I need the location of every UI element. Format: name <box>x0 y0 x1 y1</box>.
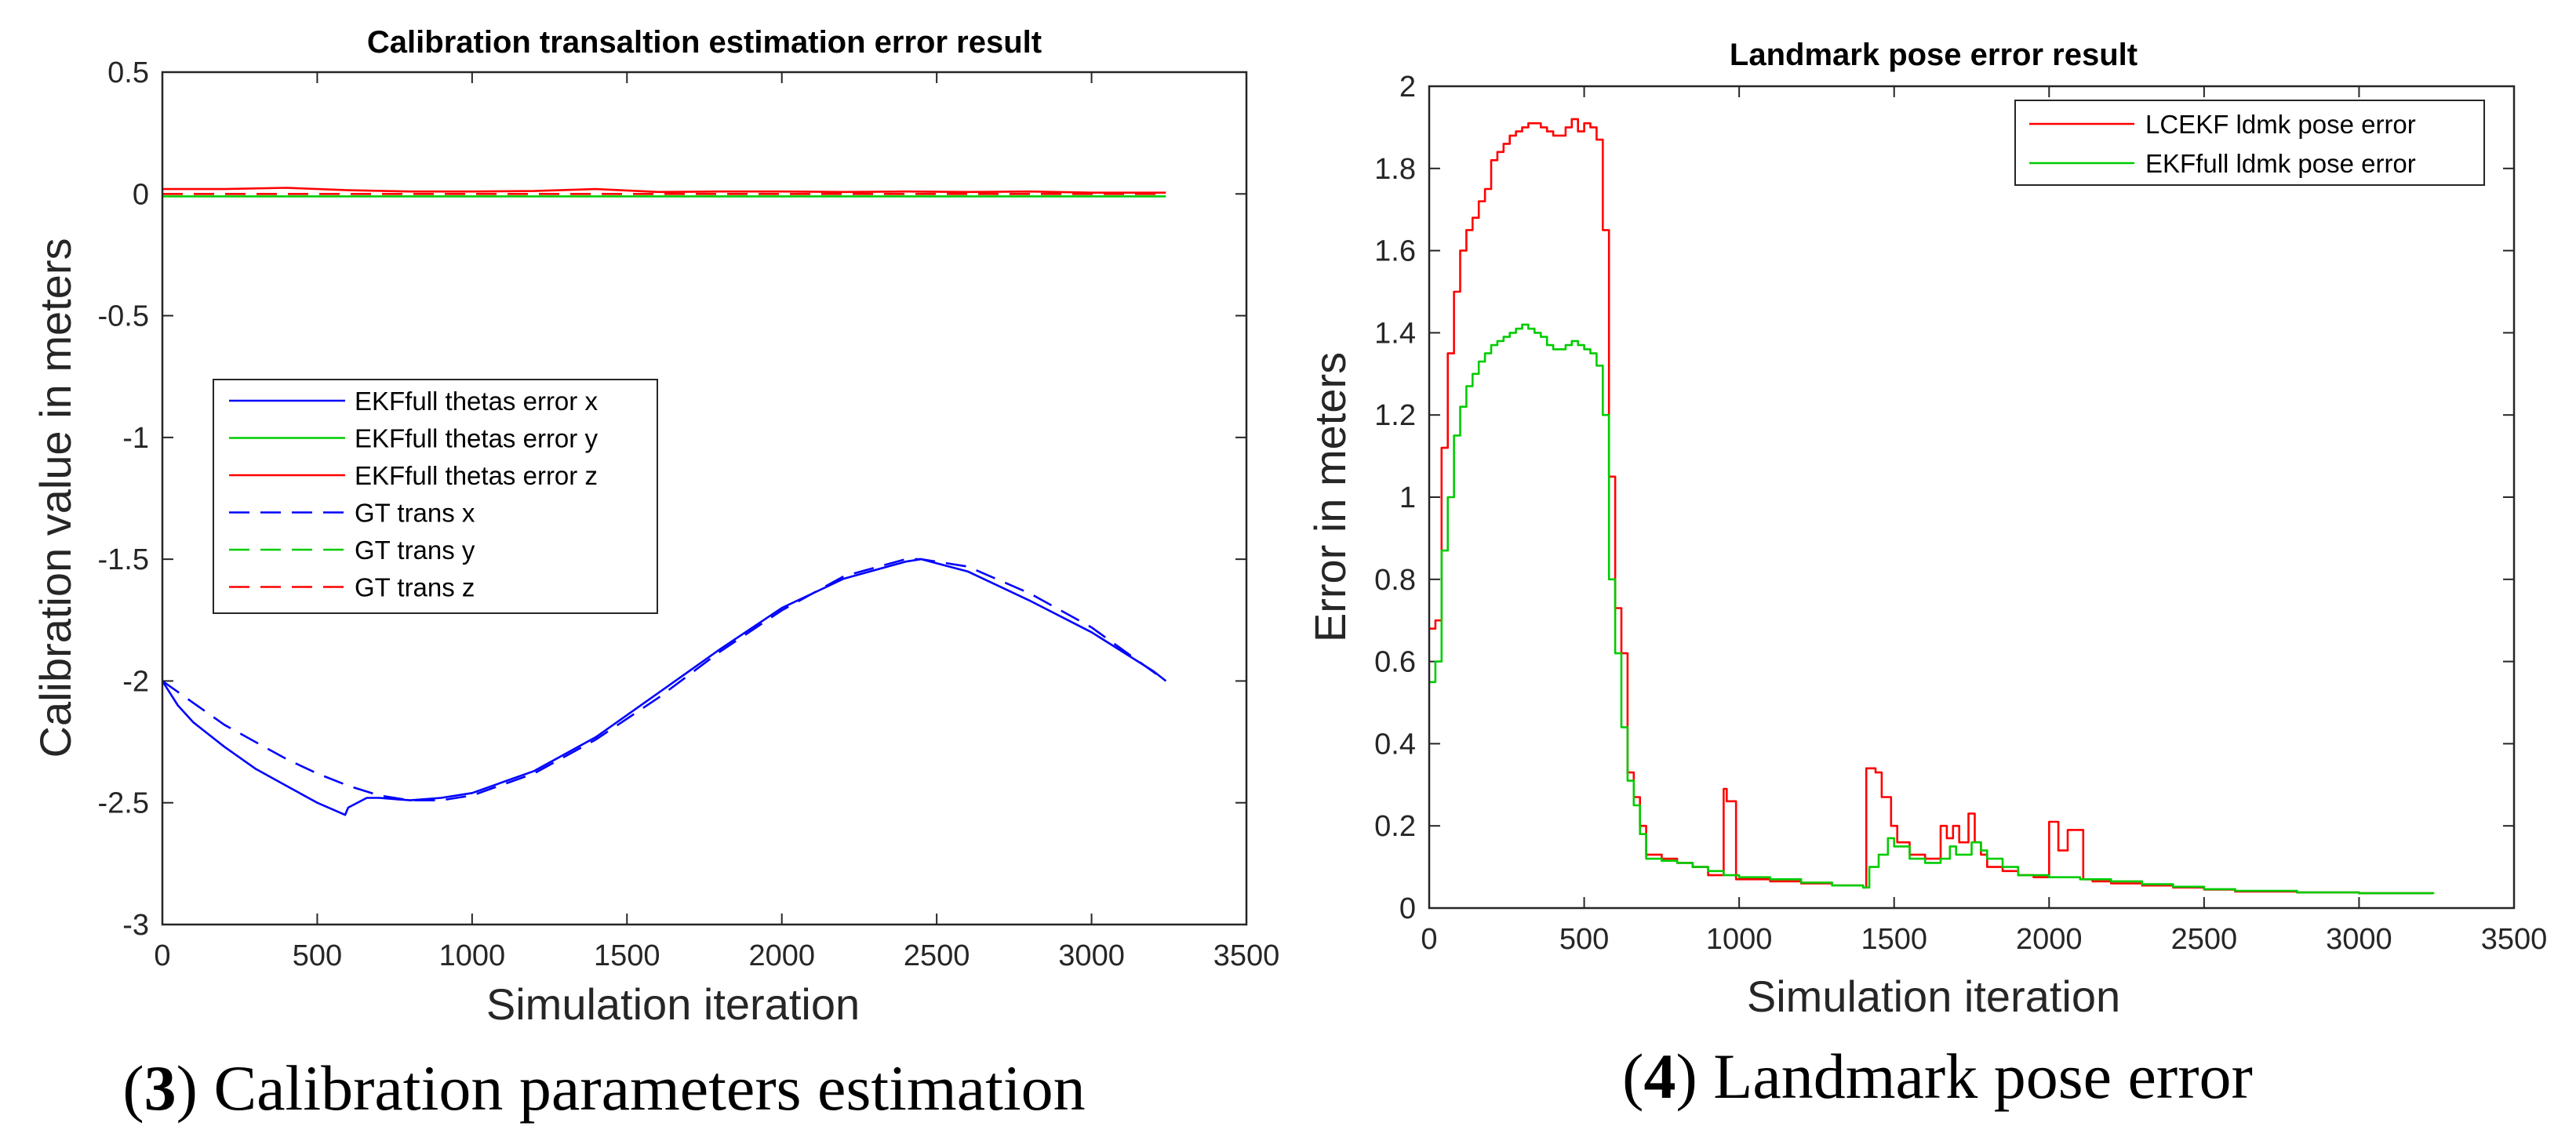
legend-entry: GT trans z <box>355 573 475 602</box>
legend-entry: EKFfull thetas error z <box>355 461 598 490</box>
y-tick-label: 0.8 <box>1374 564 1416 597</box>
y-tick-label: 0.2 <box>1374 810 1416 843</box>
chart-landmark-pose-error: Landmark pose error result 0 500 1000 1500 2… <box>1305 38 2547 1112</box>
y-tick-label: 1.6 <box>1374 235 1416 268</box>
y-tick-label: 1.4 <box>1374 317 1416 350</box>
x-tick-label: 1000 <box>1706 923 1773 956</box>
x-tick-label: 2500 <box>2171 923 2238 956</box>
axes-box-right <box>1428 85 2516 910</box>
series-group-right <box>1429 118 2435 895</box>
legend-entry: EKFfull thetas error y <box>355 424 598 453</box>
legend-entry: EKFfull thetas error x <box>355 387 598 416</box>
x-axis-label-right: Simulation iteration <box>1747 972 2120 1021</box>
axes-box-left <box>161 71 1248 926</box>
x-tick-label: 0 <box>154 939 170 972</box>
x-tick-label: 0 <box>1421 923 1437 956</box>
series-line-ekffull-thetas-error-z <box>162 187 1166 194</box>
legend-box <box>2014 100 2485 186</box>
x-tick-label: 2500 <box>904 939 970 972</box>
y-tick-label: 0.4 <box>1374 728 1416 761</box>
series-line-ekffull-ldmk-pose-error <box>1429 323 2435 895</box>
x-tick-label: 1000 <box>439 939 506 972</box>
x-tick-label: 1500 <box>1861 923 1927 956</box>
tick-labels-right: 0 500 1000 1500 2000 2500 3000 3500 0 0.2 0.4 0.6 0.… <box>1374 71 2547 956</box>
caption-text-right: Landmark pose error <box>1713 1041 2253 1112</box>
x-tick-label: 3000 <box>2326 923 2392 956</box>
x-tick-label: 2000 <box>2016 923 2083 956</box>
x-tick-label: 3000 <box>1058 939 1125 972</box>
x-tick-label: 500 <box>1559 923 1609 956</box>
x-tick-label: 2000 <box>748 939 815 972</box>
y-tick-label: 1 <box>1399 481 1416 514</box>
series-line-ekffull-thetas-error-x <box>161 558 1167 816</box>
y-tick-label: 1.8 <box>1374 153 1416 186</box>
x-tick-label: 3500 <box>1213 939 1280 972</box>
chart-title-right: Landmark pose error result <box>1730 38 2138 72</box>
y-axis-label-left: Calibration value in meters <box>31 238 80 758</box>
legend-box <box>213 379 658 614</box>
y-tick-label: -1.5 <box>98 543 149 576</box>
series-line-gt-trans-x <box>162 558 1167 801</box>
caption-number-right: 4 <box>1643 1041 1675 1112</box>
caption-number-left: 3 <box>144 1052 176 1124</box>
x-tick-label: 1500 <box>594 939 660 972</box>
y-tick-label: -0.5 <box>98 300 149 333</box>
y-tick-label: -1 <box>122 422 149 455</box>
y-tick-label: 0.5 <box>107 56 149 89</box>
y-tick-label: -3 <box>122 909 149 942</box>
plot-area-right <box>1429 86 2514 908</box>
legend-entry: GT trans y <box>355 536 475 565</box>
tick-labels-left: 0 500 1000 1500 2000 2500 3000 3500 -3 -2.5 -2 -1.5… <box>98 56 1280 972</box>
y-axis-label-right: Error in meters <box>1305 352 1355 642</box>
y-tick-label: 2 <box>1399 71 1416 104</box>
caption-right: (4) Landmark pose error <box>1622 1041 2253 1112</box>
y-tick-label: 0 <box>133 178 149 211</box>
x-tick-label: 3500 <box>2481 923 2548 956</box>
legend-entry: GT trans x <box>355 499 475 528</box>
caption-text-left: Calibration parameters estimation <box>213 1052 1085 1124</box>
y-tick-label: 0.6 <box>1374 646 1416 679</box>
y-tick-label: -2 <box>122 665 149 698</box>
caption-left: (3) Calibration parameters estimation <box>122 1052 1085 1124</box>
x-axis-label-left: Simulation iteration <box>486 979 860 1029</box>
legend-entry: LCEKF ldmk pose error <box>2145 110 2416 139</box>
legend-left: EKFfull thetas error x EKFfull thetas err… <box>213 379 658 614</box>
series-group-left <box>161 187 1167 816</box>
chart-calibration-translation: Calibration transaltion estimation error… <box>31 25 1279 1124</box>
x-tick-label: 500 <box>293 939 342 972</box>
legend-entry: EKFfull ldmk pose error <box>2145 149 2416 178</box>
series-line-lcekf-ldmk-pose-error <box>1429 118 2434 895</box>
y-tick-label: -2.5 <box>98 787 149 820</box>
chart-title-left: Calibration transaltion estimation error… <box>367 25 1042 60</box>
y-tick-label: 0 <box>1399 892 1416 925</box>
y-tick-label: 1.2 <box>1374 399 1416 432</box>
legend-right: LCEKF ldmk pose error EKFfull ldmk pose e… <box>2014 100 2485 186</box>
